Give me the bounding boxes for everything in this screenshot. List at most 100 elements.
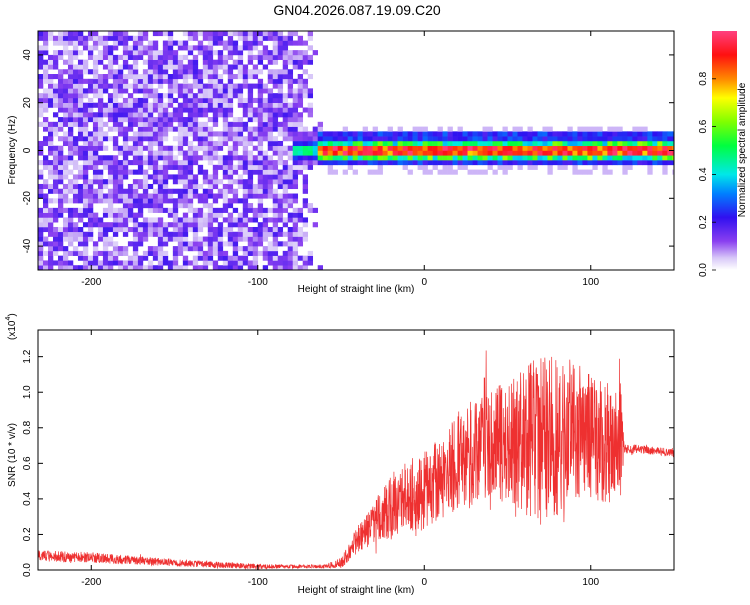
- spectrogram-cell: [112, 188, 119, 194]
- spectrogram-cell: [177, 121, 184, 127]
- spectrogram-cell: [142, 31, 149, 37]
- spectrogram-cell: [472, 140, 478, 147]
- spectrogram-cell: [127, 150, 134, 156]
- spectrogram-cell: [207, 203, 214, 209]
- spectrogram-cell: [202, 236, 209, 242]
- spectrogram-cell: [112, 155, 119, 161]
- spectrogram-cell: [137, 112, 144, 118]
- spectrogram-cell: [337, 140, 343, 147]
- spectrogram-cell: [57, 246, 64, 252]
- spectrogram-cell: [257, 160, 264, 166]
- spectrogram-cell: [597, 131, 603, 137]
- spectrogram-cell: [347, 136, 353, 142]
- spectrogram-cell: [187, 174, 194, 180]
- spectrogram-cell: [132, 212, 139, 218]
- spectrogram-cell: [447, 169, 453, 175]
- spectrogram-cell: [262, 179, 269, 185]
- spectrogram-cell: [157, 64, 164, 70]
- spectrogram-cell: [167, 174, 174, 180]
- spectrogram-cell: [72, 231, 79, 237]
- spectrogram-cell: [277, 241, 284, 247]
- spectrogram-cell: [212, 217, 219, 223]
- spectrogram-cell: [38, 183, 44, 190]
- spectrogram-cell: [377, 150, 383, 156]
- spectrogram-cell: [632, 155, 638, 161]
- spectrogram-cell: [287, 250, 294, 256]
- spectrogram-cell: [112, 174, 119, 180]
- spectrogram-cell: [102, 236, 109, 242]
- spectrogram-cell: [182, 236, 189, 242]
- spectrogram-cell: [452, 150, 458, 156]
- spectrogram-cell: [157, 136, 164, 142]
- spectrogram-cell: [377, 131, 383, 137]
- spectrogram-cell: [502, 145, 508, 151]
- spectrogram-cell: [147, 117, 154, 123]
- spectrogram-cell: [82, 169, 89, 175]
- spectrogram-cell: [247, 179, 254, 185]
- spectrogram-cell: [442, 164, 448, 170]
- spectrogram-cell: [227, 212, 234, 218]
- spectrogram-cell: [292, 121, 299, 127]
- spectrogram-cell: [277, 212, 284, 218]
- spectrogram-cell: [317, 140, 323, 147]
- spectrogram-cell: [572, 131, 578, 137]
- spectrogram-cell: [242, 155, 249, 161]
- spectrogram-cell: [62, 188, 69, 194]
- spectrogram-cell: [97, 193, 104, 199]
- spectrogram-cell: [87, 231, 94, 237]
- spectrogram-cell: [67, 78, 74, 84]
- spectrogram-cell: [317, 126, 323, 132]
- spectrogram-cell: [147, 136, 154, 142]
- spectrogram-cell: [67, 160, 74, 166]
- spectrogram-cell: [337, 131, 343, 137]
- spectrogram-cell: [247, 183, 254, 190]
- spectrogram-cell: [187, 169, 194, 175]
- spectrogram-cell: [77, 102, 84, 108]
- spectrogram-cell: [157, 231, 164, 237]
- spectrogram-cell: [38, 188, 44, 194]
- spectrogram-cell: [192, 217, 199, 223]
- spectrogram-cell: [647, 160, 653, 166]
- spectrogram-cell: [282, 250, 289, 256]
- spectrogram-cell: [292, 64, 299, 70]
- spectrogram-cell: [127, 35, 134, 41]
- spectrogram-cell: [247, 169, 254, 175]
- spectrogram-cell: [162, 121, 169, 127]
- spectrogram-cell: [42, 74, 49, 80]
- spectrogram-cell: [38, 59, 44, 65]
- spectrogram-cell: [67, 74, 74, 80]
- spectrogram-cell: [307, 31, 314, 37]
- spectrogram-cell: [237, 212, 244, 218]
- spectrogram-cell: [67, 207, 74, 213]
- x-tick-label: 100: [582, 277, 599, 288]
- spectrogram-cell: [127, 160, 134, 166]
- spectrogram-cell: [167, 88, 174, 94]
- spectrogram-cell: [162, 169, 169, 175]
- spectrogram-cell: [117, 64, 124, 70]
- spectrogram-cell: [347, 150, 353, 156]
- spectrogram-cell: [42, 35, 49, 41]
- spectrogram-cell: [232, 246, 239, 252]
- spectrogram-cell: [227, 136, 234, 142]
- spectrogram-cell: [77, 226, 84, 233]
- spectrogram-cell: [182, 203, 189, 209]
- spectrogram-cell: [102, 226, 109, 233]
- spectrogram-cell: [242, 169, 249, 175]
- colorbar-tick-label: 0.4: [698, 167, 709, 181]
- spectrogram-cell: [182, 169, 189, 175]
- spectrogram-cell: [322, 150, 328, 156]
- spectrogram-cell: [112, 126, 119, 132]
- spectrogram-cell: [512, 155, 518, 161]
- spectrogram-cell: [187, 126, 194, 132]
- spectrogram-cell: [57, 198, 64, 204]
- spectrogram-cell: [92, 169, 99, 175]
- spectrogram-cell: [92, 64, 99, 70]
- spectrogram-cell: [127, 241, 134, 247]
- spectrogram-cell: [217, 255, 224, 261]
- spectrogram-cell: [62, 136, 69, 142]
- spectrogram-cell: [217, 250, 224, 256]
- spectrogram-cell: [447, 136, 453, 142]
- spectrogram-cell: [232, 250, 239, 256]
- spectrogram-cell: [242, 74, 249, 80]
